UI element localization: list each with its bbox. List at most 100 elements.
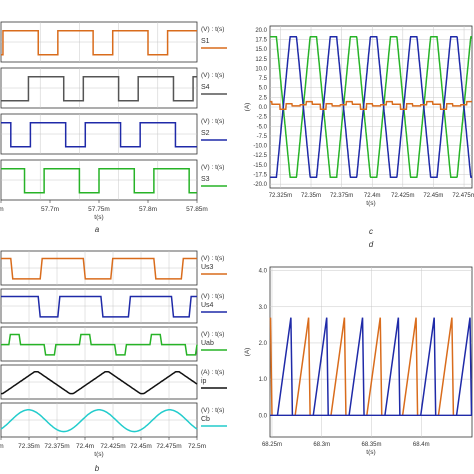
y-tick-label: -17.5: [253, 173, 267, 179]
y-tick-label: 3.0: [259, 305, 268, 311]
y-tick-label: -7.5: [257, 134, 268, 140]
trace-us3-line: [1, 257, 197, 280]
y-axis-label: (A): [244, 103, 251, 112]
trace-s2-line: [1, 122, 197, 148]
y-tick-label: 7.5: [259, 76, 268, 82]
x-tick-label: 72.35m: [18, 443, 40, 450]
x-tick-label: 72.375m: [330, 193, 353, 199]
trace-unit-label: (V) : t(s): [201, 118, 224, 125]
y-tick-label: -2.5: [257, 115, 268, 121]
y-tick-label: -10.0: [253, 144, 267, 150]
series-blue-line: [270, 36, 472, 178]
x-axis-label: t(s): [94, 451, 103, 458]
x-tick-label: 72.4m: [76, 443, 94, 450]
plot-frame: [269, 266, 473, 438]
y-tick-label: -12.5: [253, 153, 267, 159]
y-tick-label: -5.0: [257, 124, 268, 130]
trace-unit-label: (V) : t(s): [201, 72, 224, 79]
trace-unit-label: (V) : t(s): [201, 26, 224, 33]
y-tick-label: 2.0: [259, 341, 268, 347]
y-tick-label: 2.5: [259, 95, 268, 101]
x-axis-label: t(s): [366, 200, 375, 207]
panel-letter: c: [369, 227, 373, 236]
x-tick-label: 72.425m: [100, 443, 125, 450]
phase-currents-chart: 20.0 17.5 15.0 12.5 10.0 7.5 5.0 2.5 0.0 -2.5 -5.0…: [244, 25, 474, 236]
pulse-orange-line: [294, 317, 311, 416]
trace-unit-label: (V) : t(s): [201, 407, 224, 414]
trace-ip-line: [1, 371, 198, 395]
x-axis-label: t(s): [94, 214, 103, 221]
x-tick-label: 72.45m: [130, 443, 152, 450]
panel-a: (V) : t(s) S1 (V) : t(s) S4 (V) : t(s) S2 (V) …: [0, 0, 234, 237]
trace-s1-line: [1, 30, 197, 56]
pulse-orange-line: [366, 317, 383, 416]
gate-signals-chart: (V) : t(s) S1 (V) : t(s) S4 (V) : t(s) S2 (V) …: [0, 21, 227, 234]
trace-name-label: S4: [201, 84, 210, 91]
trace-s4-line: [1, 76, 197, 102]
x-tick-label: 72.35m: [301, 193, 321, 199]
trace-unit-label: (A) : t(s): [201, 369, 224, 376]
y-tick-label: 5.0: [259, 86, 268, 92]
trace-name-label: ip: [201, 378, 207, 385]
trace-us4-line: [1, 295, 197, 318]
y-tick-label: 15.0: [255, 47, 267, 53]
y-tick-label: 20.0: [255, 28, 267, 34]
trace-name-label: Cb: [201, 416, 210, 423]
trace-cb-line: [0, 409, 198, 433]
pulse-orange-line: [401, 317, 419, 416]
x-tick-label: m: [0, 206, 4, 213]
x-tick-label: 72.4m: [364, 193, 381, 199]
pulse-blue-line: [312, 317, 329, 416]
trace-unit-label: (V) : t(s): [201, 293, 224, 300]
x-tick-label: 72.325m: [269, 193, 292, 199]
trace-name-label: Uab: [201, 340, 214, 347]
pulse-blue-line: [348, 317, 365, 416]
x-tick-label: 72.5m: [188, 443, 206, 450]
y-tick-label: 0.0: [259, 413, 268, 419]
x-tick-label: 72.45m: [423, 193, 443, 199]
panel-b: (V) : t(s) Us3 (V) : t(s) Us4 (V) : t(s) Uab (…: [0, 237, 234, 474]
trace-name-label: Us3: [201, 264, 214, 271]
voltage-current-chart: (V) : t(s) Us3 (V) : t(s) Us4 (V) : t(s) Uab (…: [0, 250, 227, 473]
panel-d: 4.0 3.0 2.0 1.0 0.0 68.25m 68.3m 68.35m 68.4m (A)…: [240, 237, 474, 474]
x-tick-label: 68.35m: [361, 442, 381, 448]
panel-letter: a: [95, 225, 100, 234]
pulse-blue-line: [455, 317, 473, 416]
pulse-blue-line: [276, 317, 294, 416]
panel-letter: d: [369, 240, 374, 249]
x-tick-label: m: [0, 443, 4, 450]
trace-s3-line: [1, 168, 197, 194]
trace-name-label: S3: [201, 176, 210, 183]
x-axis-label: t(s): [366, 449, 375, 456]
trace-unit-label: (V) : t(s): [201, 164, 224, 171]
pulse-blue-line: [384, 317, 401, 416]
x-tick-label: 68.25m: [262, 442, 282, 448]
y-tick-label: -15.0: [253, 163, 267, 169]
y-axis-label: (A): [244, 348, 251, 357]
trace-name-label: S2: [201, 130, 210, 137]
x-tick-label: 72.475m: [452, 193, 474, 199]
x-tick-label: 57.75m: [88, 206, 110, 213]
y-tick-label: -20.0: [253, 182, 267, 188]
trace-uab-line: [1, 333, 198, 356]
pulse-orange-line: [269, 317, 273, 416]
x-tick-label: 68.3m: [313, 442, 330, 448]
x-tick-label: 72.425m: [391, 193, 414, 199]
pulse-blue-line: [420, 317, 437, 416]
x-tick-label: 68.4m: [413, 442, 430, 448]
trace-unit-label: (V) : t(s): [201, 255, 224, 262]
y-tick-label: 1.0: [259, 377, 268, 383]
x-tick-label: 57.85m: [186, 206, 208, 213]
x-tick-label: 57.8m: [139, 206, 157, 213]
x-tick-label: 72.475m: [156, 443, 181, 450]
x-tick-label: 57.7m: [41, 206, 59, 213]
diode-current-chart: 4.0 3.0 2.0 1.0 0.0 68.25m 68.3m 68.35m 68.4m (A)…: [244, 240, 473, 456]
trace-name-label: Us4: [201, 302, 214, 309]
y-tick-label: 12.5: [255, 57, 267, 63]
y-tick-label: 0.0: [259, 105, 268, 111]
x-tick-label: 72.375m: [44, 443, 69, 450]
panel-c: 20.0 17.5 15.0 12.5 10.0 7.5 5.0 2.5 0.0 -2.5 -5.0…: [240, 0, 474, 237]
pulse-orange-line: [437, 317, 455, 416]
y-tick-label: 4.0: [259, 269, 268, 275]
pulse-orange-line: [330, 317, 347, 416]
